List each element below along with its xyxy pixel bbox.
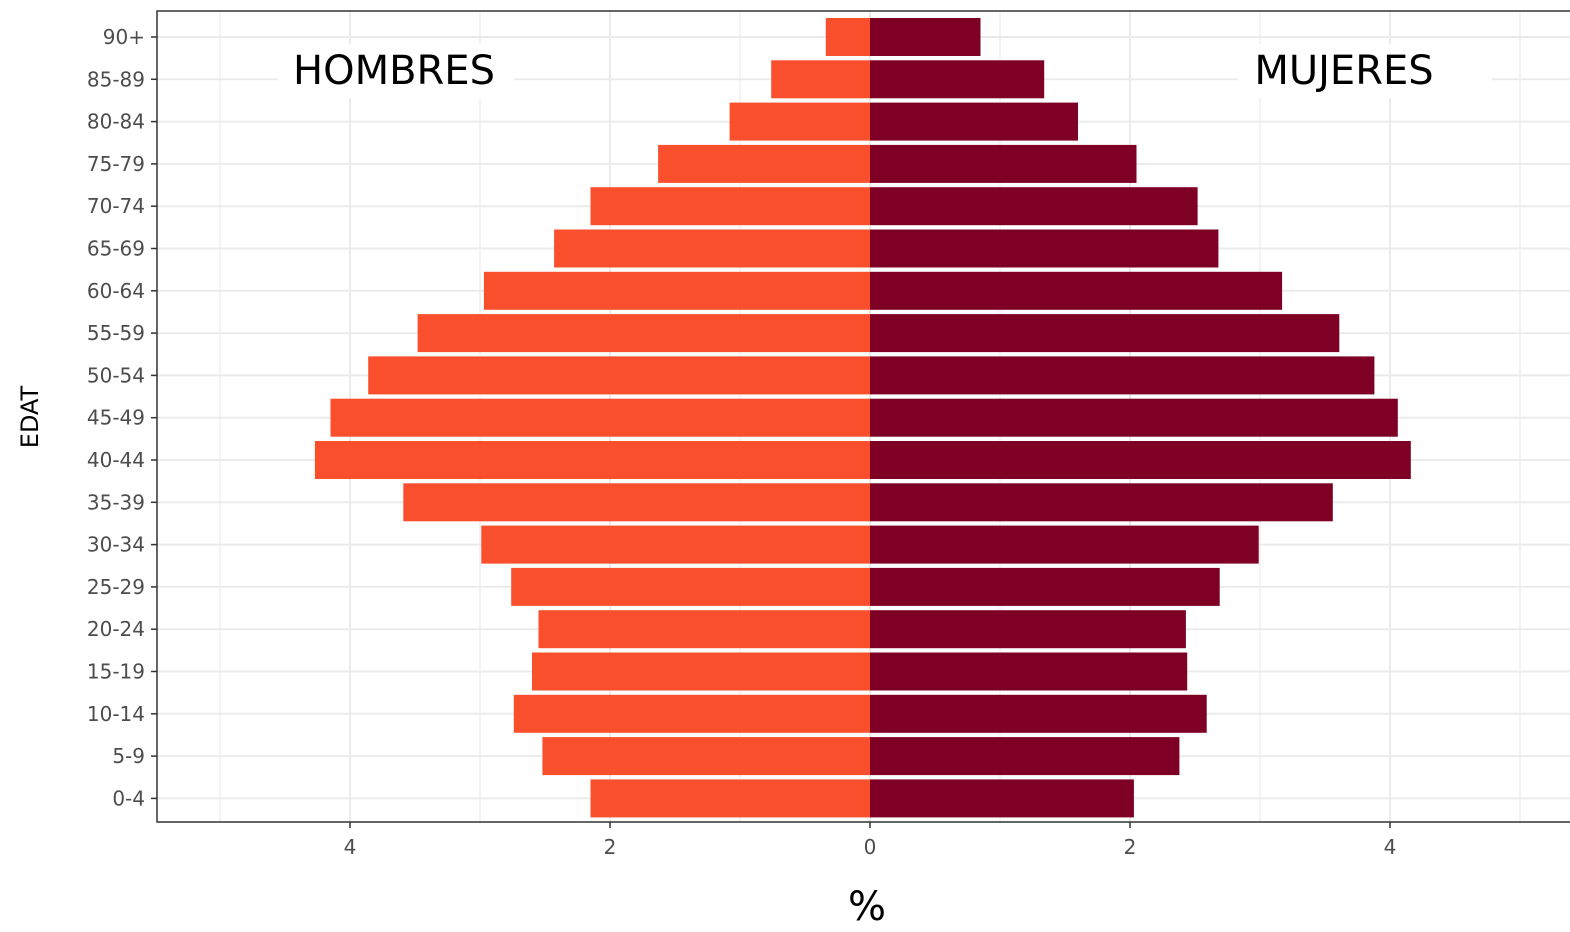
bar-mujeres-15-19 (870, 652, 1188, 691)
x-axis: 4 2 0 2 4 (344, 822, 1397, 859)
y-tick-label: 65-69 (87, 237, 145, 261)
bar-hombres-0-4 (590, 779, 870, 818)
y-tick-label: 10-14 (87, 702, 145, 726)
y-tick-label: 5-9 (112, 744, 145, 768)
bar-hombres-45-49 (330, 398, 870, 437)
bar-mujeres-75-79 (870, 144, 1137, 183)
bar-mujeres-60-64 (870, 271, 1283, 310)
annotation-background-mujeres (1238, 44, 1492, 98)
x-tick-label: 2 (604, 835, 617, 859)
bar-mujeres-35-39 (870, 483, 1333, 522)
bar-mujeres-50-54 (870, 356, 1375, 395)
bar-hombres-10-14 (513, 694, 870, 733)
bar-hombres-5-9 (542, 737, 870, 776)
y-tick-label: 60-64 (87, 279, 145, 303)
y-tick-label: 75-79 (87, 152, 145, 176)
y-tick-label: 55-59 (87, 321, 145, 345)
bars-layer (314, 18, 1411, 818)
y-tick-label: 45-49 (87, 406, 145, 430)
bar-mujeres-90+ (870, 18, 981, 56)
y-tick-label: 80-84 (87, 110, 145, 134)
bar-mujeres-80-84 (870, 102, 1078, 141)
bar-hombres-85-89 (771, 60, 870, 99)
bar-mujeres-40-44 (870, 441, 1411, 479)
annotation-hombres: HOMBRES (293, 48, 495, 94)
y-tick-label: 25-29 (87, 575, 145, 599)
bar-mujeres-55-59 (870, 314, 1340, 353)
y-axis: 0-4 5-9 10-14 15-19 20-24 25-29 30-34 35-39 40-4… (87, 25, 157, 810)
bar-mujeres-25-29 (870, 567, 1220, 606)
bar-hombres-35-39 (403, 483, 870, 522)
panel-border (156, 10, 1570, 823)
annotation-layer: HOMBRES MUJERES (278, 44, 1492, 98)
bar-mujeres-10-14 (870, 694, 1207, 733)
bar-hombres-90+ (825, 18, 870, 56)
y-tick-label: 15-19 (87, 660, 145, 684)
y-tick-label: 50-54 (87, 363, 145, 387)
y-tick-label: 0-4 (112, 786, 145, 810)
x-axis-title: % (848, 884, 886, 928)
y-tick-label: 20-24 (87, 617, 145, 641)
bar-hombres-70-74 (590, 187, 870, 226)
bar-hombres-40-44 (314, 441, 870, 479)
bar-mujeres-70-74 (870, 187, 1198, 226)
y-tick-label: 40-44 (87, 448, 145, 472)
bar-hombres-50-54 (368, 356, 870, 395)
bar-hombres-55-59 (417, 314, 870, 353)
bar-mujeres-30-34 (870, 525, 1259, 564)
x-tick-label: 0 (864, 835, 877, 859)
y-tick-label: 35-39 (87, 490, 145, 514)
bar-hombres-30-34 (481, 525, 870, 564)
bar-hombres-20-24 (538, 610, 870, 649)
bar-hombres-65-69 (554, 229, 870, 268)
x-tick-label: 4 (1384, 835, 1397, 859)
bar-mujeres-0-4 (870, 779, 1134, 818)
annotation-background-hombres (278, 44, 514, 98)
bar-mujeres-5-9 (870, 737, 1180, 776)
bar-hombres-15-19 (532, 652, 870, 691)
y-tick-label: 70-74 (87, 194, 145, 218)
y-tick-label: 85-89 (87, 67, 145, 91)
bar-mujeres-65-69 (870, 229, 1219, 268)
bar-hombres-80-84 (729, 102, 870, 141)
x-tick-label: 4 (344, 835, 357, 859)
annotation-mujeres: MUJERES (1254, 48, 1433, 94)
y-axis-title: EDAT (16, 385, 44, 448)
bar-hombres-60-64 (483, 271, 870, 310)
bar-mujeres-85-89 (870, 60, 1045, 99)
bar-mujeres-20-24 (870, 610, 1186, 649)
x-tick-label: 2 (1124, 835, 1137, 859)
y-tick-label: 90+ (103, 25, 145, 49)
bar-hombres-75-79 (658, 144, 870, 183)
y-tick-label: 30-34 (87, 533, 145, 557)
bar-hombres-25-29 (511, 567, 870, 606)
bar-mujeres-45-49 (870, 398, 1398, 437)
